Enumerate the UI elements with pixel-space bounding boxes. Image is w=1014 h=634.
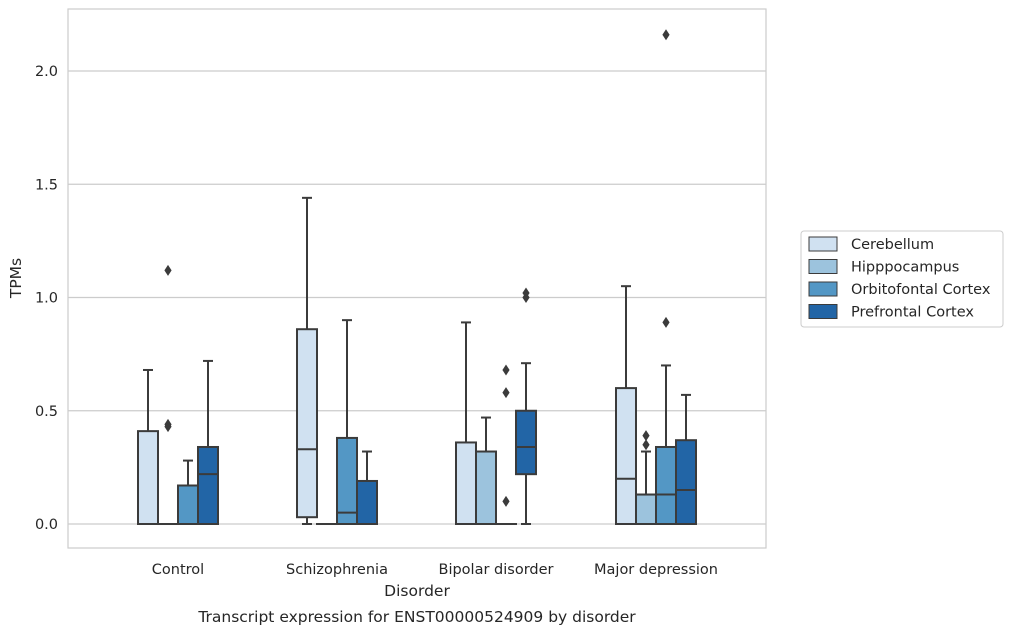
box-body xyxy=(455,441,477,525)
outlier-point xyxy=(502,495,510,507)
y-tick-label: 0.0 xyxy=(35,517,58,533)
legend-label: Hipppocampus xyxy=(851,260,959,276)
box-body xyxy=(137,430,159,526)
x-axis-label: Disorder xyxy=(384,582,450,600)
box xyxy=(197,359,219,525)
outlier-point xyxy=(164,418,172,430)
box xyxy=(356,450,378,525)
box xyxy=(615,285,637,525)
y-tick-label: 1.0 xyxy=(35,291,58,307)
outlier-point xyxy=(502,364,510,376)
x-tick-label: Bipolar disorder xyxy=(439,562,554,578)
outlier-point xyxy=(522,287,530,299)
outlier-point xyxy=(164,264,172,276)
box-body xyxy=(177,484,199,525)
legend-label: Orbitofontal Cortex xyxy=(851,282,991,298)
box xyxy=(455,321,477,525)
box xyxy=(475,416,497,525)
x-tick-labels: Control Schizophrenia Bipolar disorder Majo… xyxy=(152,562,718,578)
outlier-point xyxy=(502,387,510,399)
box xyxy=(635,430,657,525)
box-body xyxy=(515,409,537,476)
outlier-point xyxy=(642,439,650,451)
box-body xyxy=(615,387,637,525)
legend-frame xyxy=(800,230,1004,328)
x-tick-label: Control xyxy=(152,562,204,578)
box-body xyxy=(296,328,318,519)
box-body xyxy=(635,493,657,525)
box xyxy=(655,29,677,525)
box-body xyxy=(197,445,219,525)
box xyxy=(675,393,697,526)
x-tick-label: Schizophrenia xyxy=(286,562,388,578)
chart-caption: Transcript expression for ENST0000052490… xyxy=(197,608,636,626)
legend-label: Cerebellum xyxy=(851,237,934,253)
box xyxy=(177,459,199,525)
box-body xyxy=(356,479,378,525)
y-axis-label: TPMs xyxy=(7,258,25,299)
y-tick-labels: 0.0 0.5 1.0 1.5 2.0 xyxy=(35,64,58,533)
y-tick-label: 0.5 xyxy=(35,404,58,420)
box xyxy=(495,364,517,526)
legend-swatch xyxy=(808,259,838,274)
box xyxy=(336,319,358,525)
box-body xyxy=(336,436,358,525)
y-tick-label: 1.5 xyxy=(35,177,58,193)
legend: Cerebellum Hipppocampus Orbitofontal Corte… xyxy=(800,230,1004,328)
box-body xyxy=(675,439,697,526)
y-tick-label: 2.0 xyxy=(35,64,58,80)
x-tick-label: Major depression xyxy=(594,562,718,578)
box-body xyxy=(475,450,497,525)
box xyxy=(157,264,179,526)
outlier-point xyxy=(642,430,650,442)
box-body xyxy=(655,445,677,525)
legend-label: Prefrontal Cortex xyxy=(851,305,974,321)
plot-area-frame xyxy=(67,8,767,549)
legend-swatch xyxy=(808,304,838,319)
box xyxy=(515,287,537,525)
box xyxy=(137,368,159,526)
box xyxy=(296,196,318,525)
legend-swatch xyxy=(808,281,838,297)
legend-swatch xyxy=(808,236,838,252)
outlier-point xyxy=(662,316,670,328)
box-layer xyxy=(137,29,697,526)
outlier-point xyxy=(662,29,670,41)
